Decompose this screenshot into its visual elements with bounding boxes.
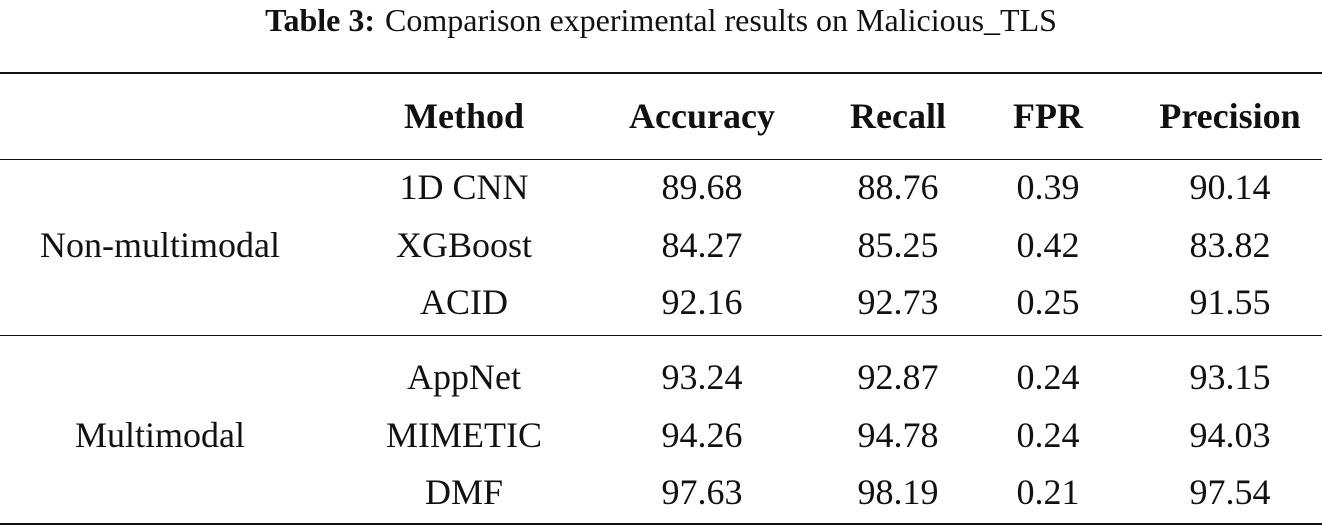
value-cell: 89.68 <box>661 167 743 207</box>
header-rule <box>0 159 1322 160</box>
value-cell: 88.76 <box>857 167 939 207</box>
value-cell: 93.24 <box>661 357 743 397</box>
value-cell: 94.03 <box>1189 414 1271 455</box>
value-cell: 94.78 <box>857 414 939 455</box>
group-label: Non-multimodal <box>40 224 280 265</box>
value-cell: 85.25 <box>857 224 939 265</box>
value-cell: 0.24 <box>1016 414 1080 455</box>
value-cell: 97.63 <box>661 472 743 512</box>
method-cell: 1D CNN <box>399 167 529 207</box>
column-header: Recall <box>850 96 946 136</box>
column-header: Method <box>404 96 524 136</box>
value-cell: 90.14 <box>1189 167 1271 207</box>
value-cell: 0.42 <box>1016 224 1080 265</box>
column-header: Accuracy <box>629 96 775 136</box>
value-cell: 0.25 <box>1016 282 1080 322</box>
table-caption: Table 3: Comparison experimental results … <box>0 2 1322 39</box>
caption-text: Comparison experimental results on Malic… <box>385 2 1057 38</box>
value-cell: 93.15 <box>1189 357 1271 397</box>
value-cell: 98.19 <box>857 472 939 512</box>
value-cell: 92.16 <box>661 282 743 322</box>
top-rule <box>0 72 1322 74</box>
value-cell: 0.24 <box>1016 357 1080 397</box>
value-cell: 83.82 <box>1189 224 1271 265</box>
column-header: FPR <box>1013 96 1083 136</box>
value-cell: 92.87 <box>857 357 939 397</box>
method-cell: XGBoost <box>395 224 533 265</box>
caption-label: Table 3: <box>265 2 376 38</box>
column-header: Precision <box>1159 96 1301 136</box>
value-cell: 97.54 <box>1189 472 1271 512</box>
method-cell: MIMETIC <box>386 414 542 455</box>
value-cell: 92.73 <box>857 282 939 322</box>
value-cell: 84.27 <box>661 224 743 265</box>
value-cell: 0.21 <box>1016 472 1080 512</box>
value-cell: 0.39 <box>1016 167 1080 207</box>
method-cell: ACID <box>420 282 508 322</box>
method-cell: DMF <box>424 472 504 512</box>
group-label: Multimodal <box>75 414 245 455</box>
value-cell: 94.26 <box>661 414 743 455</box>
value-cell: 91.55 <box>1189 282 1271 322</box>
bottom-rule <box>0 523 1322 525</box>
method-cell: AppNet <box>407 357 521 397</box>
group-rule <box>0 335 1322 336</box>
